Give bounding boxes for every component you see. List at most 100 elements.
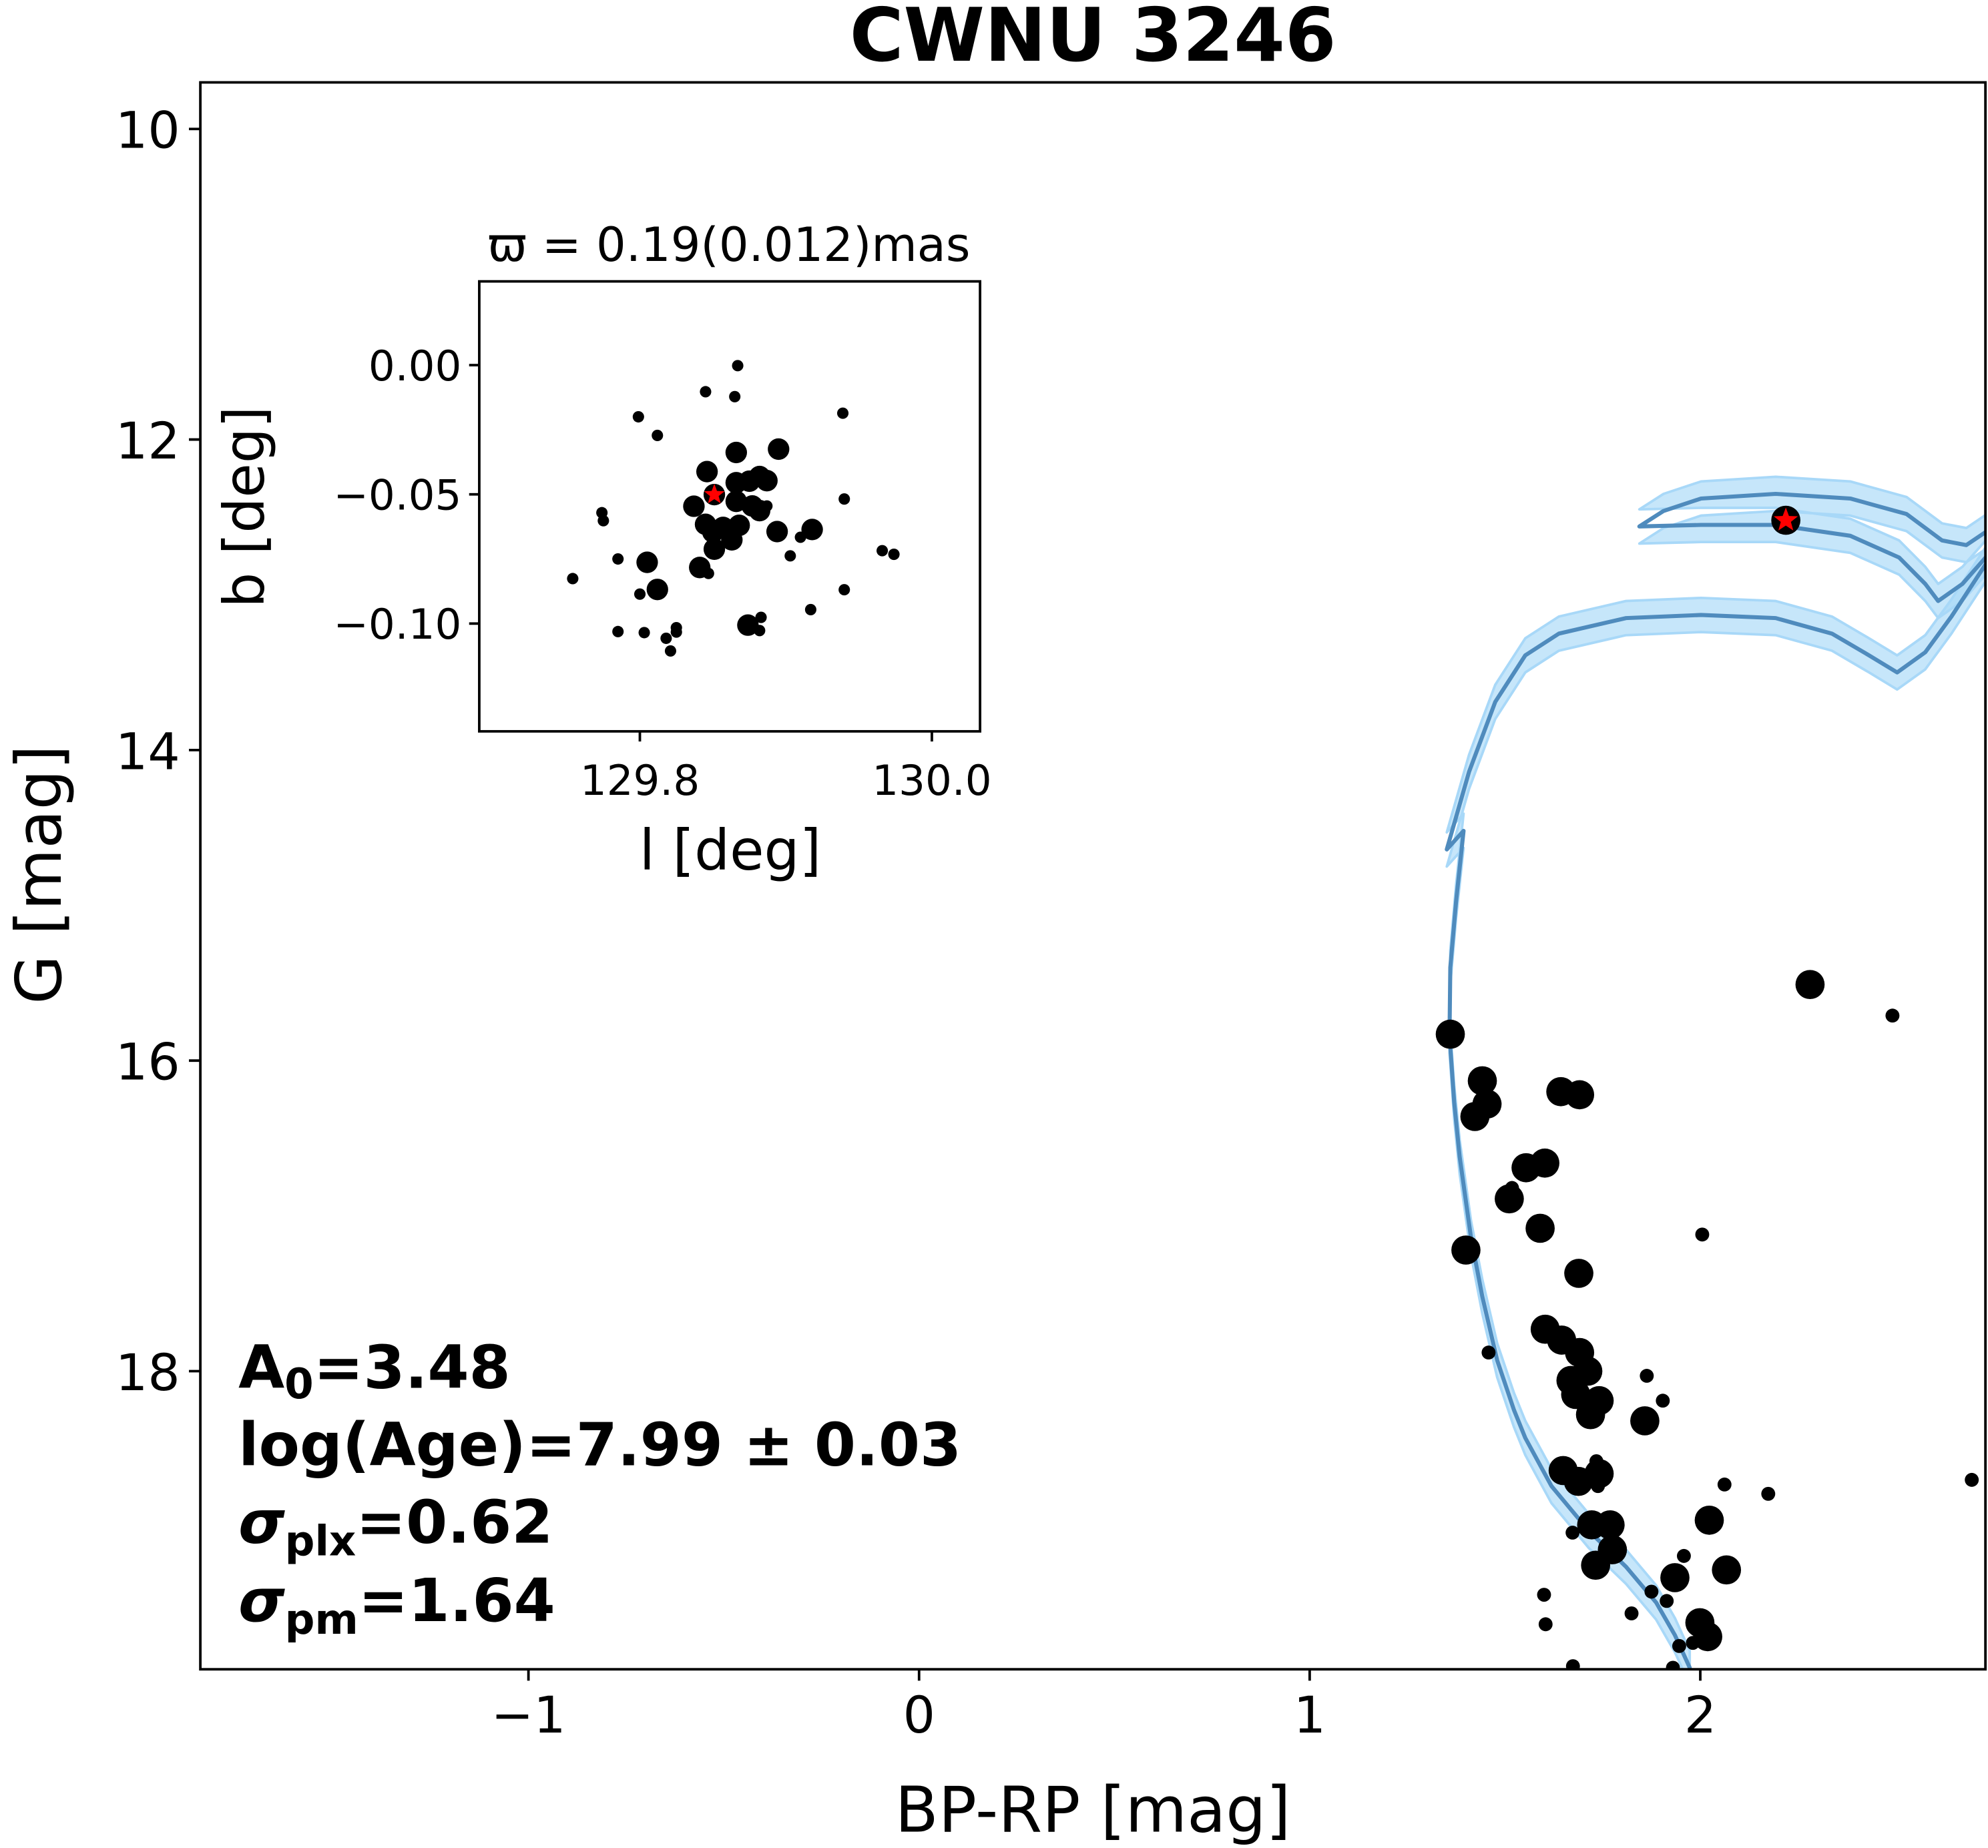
y-tick-label: 10 (115, 101, 180, 160)
inset-member-point (638, 627, 650, 639)
fit-annotations: A0=3.48 log(Age)=7.99 ± 0.03 σplx=0.62 σ… (238, 1333, 961, 1644)
inset-member-point (632, 410, 644, 423)
inset-y-label: b [deg] (212, 406, 277, 608)
member-star-point (1481, 1345, 1496, 1360)
member-star-point (1694, 1506, 1724, 1535)
inset-member-point (732, 360, 744, 372)
member-star-point (1561, 1379, 1591, 1410)
isochrone-line (1445, 561, 1986, 1670)
inset-member-point (696, 460, 718, 483)
inset-member-point (877, 545, 889, 557)
member-star-point (1656, 1394, 1670, 1408)
inset-member-point (636, 551, 658, 573)
member-star-point (1676, 1548, 1691, 1563)
inset-member-point (836, 407, 849, 419)
isochrone-band (1445, 475, 1986, 1670)
main-axes-frame (199, 81, 1987, 1671)
inset-member-point (755, 611, 767, 623)
inset-y-tick-label: −0.10 (333, 600, 461, 649)
member-star-point (1761, 1486, 1776, 1501)
inset-member-point (756, 470, 778, 492)
inset-x-tick-label: 130.0 (872, 756, 991, 805)
red-star-marker-icon (1774, 507, 1798, 531)
member-star-point (1666, 1660, 1680, 1670)
annotation-sigma-pm: σpm=1.64 (238, 1566, 555, 1644)
member-star-point (1686, 1636, 1700, 1650)
y-tick-label: 16 (115, 1032, 180, 1092)
member-star-point (1885, 1008, 1900, 1023)
inset-member-point (737, 614, 759, 636)
inset-member-point (721, 529, 743, 551)
inset-title-parallax: ϖ = 0.19(0.012)mas (488, 218, 971, 272)
annotation-age: log(Age)=7.99 ± 0.03 (238, 1410, 961, 1480)
member-star-point (1695, 1227, 1710, 1242)
member-star-point (1538, 1617, 1553, 1632)
member-star-point (1672, 1638, 1686, 1653)
member-star-point (1565, 1080, 1595, 1110)
inset-member-point (612, 553, 624, 565)
inset-member-point (761, 500, 773, 512)
inset-member-point (784, 550, 796, 562)
member-star-point (1460, 1102, 1490, 1131)
member-star-point (1495, 1184, 1524, 1214)
inset-member-point (725, 441, 748, 464)
member-star-point (1575, 1400, 1605, 1430)
y-axis-ticks: 10 12 14 16 18 (115, 101, 201, 1402)
inset-y-tick-label: −0.05 (333, 471, 461, 520)
isochrone (1445, 491, 1986, 1670)
member-star-point (1525, 1213, 1555, 1243)
member-star-point (1660, 1594, 1674, 1608)
x-tick-label: −1 (491, 1685, 566, 1745)
member-star-point (1451, 1235, 1481, 1265)
x-axis-ticks: −1 0 1 2 (491, 1669, 1716, 1745)
x-tick-label: 0 (903, 1685, 935, 1745)
member-star-point (1693, 1622, 1722, 1652)
member-star-point (1965, 1472, 1979, 1487)
member-star-point (1624, 1606, 1639, 1620)
member-star-point (1660, 1563, 1690, 1592)
member-star-point (1712, 1555, 1742, 1585)
y-tick-label: 14 (115, 721, 180, 781)
inset-member-point (634, 588, 646, 600)
inset-member-point (729, 390, 741, 402)
inset-y-ticks: 0.00 −0.05 −0.10 (333, 342, 479, 649)
inset-axes-frame (478, 280, 982, 733)
member-star-point (1630, 1406, 1660, 1436)
x-tick-label: 1 (1294, 1685, 1326, 1745)
member-points (1435, 505, 1979, 1670)
inset-x-ticks: 129.8 130.0 (580, 731, 992, 805)
inset-member-point (652, 429, 664, 441)
member-star-point (1644, 1584, 1659, 1599)
member-star-point (1564, 1259, 1593, 1288)
inset-red-star-marker-icon (704, 483, 725, 504)
inset-member-point (838, 584, 850, 596)
member-star-point (1795, 970, 1825, 1000)
member-star-point (1537, 1588, 1551, 1602)
member-star-point (1584, 1459, 1614, 1488)
annotation-sigma-plx: σplx=0.62 (238, 1488, 553, 1565)
isochrone-line (1637, 491, 1986, 603)
inset-member-point (700, 386, 712, 398)
inset-member-point (567, 573, 579, 585)
inset-member-point (754, 625, 766, 637)
inset-member-point (838, 493, 850, 505)
x-axis-label: BP-RP [mag] (895, 1773, 1291, 1847)
inset-member-point (612, 625, 624, 637)
member-star-point (1435, 1019, 1465, 1049)
member-star-point (1565, 1526, 1580, 1540)
inset-member-points (567, 360, 900, 657)
member-star-point (1467, 1066, 1497, 1096)
inset-member-point (670, 626, 682, 638)
isochrone-uncertainty-band (1445, 545, 1986, 1670)
inset-member-point (664, 645, 676, 657)
inset-member-point (804, 603, 816, 615)
inset-member-point (801, 519, 823, 541)
y-tick-label: 18 (115, 1343, 180, 1402)
inset-member-point (888, 549, 900, 561)
annotation-extinction: A0=3.48 (238, 1333, 511, 1408)
inset-member-point (597, 515, 609, 527)
x-tick-label: 2 (1684, 1685, 1716, 1745)
member-star-point (1530, 1148, 1559, 1178)
inset-member-point (660, 632, 672, 644)
